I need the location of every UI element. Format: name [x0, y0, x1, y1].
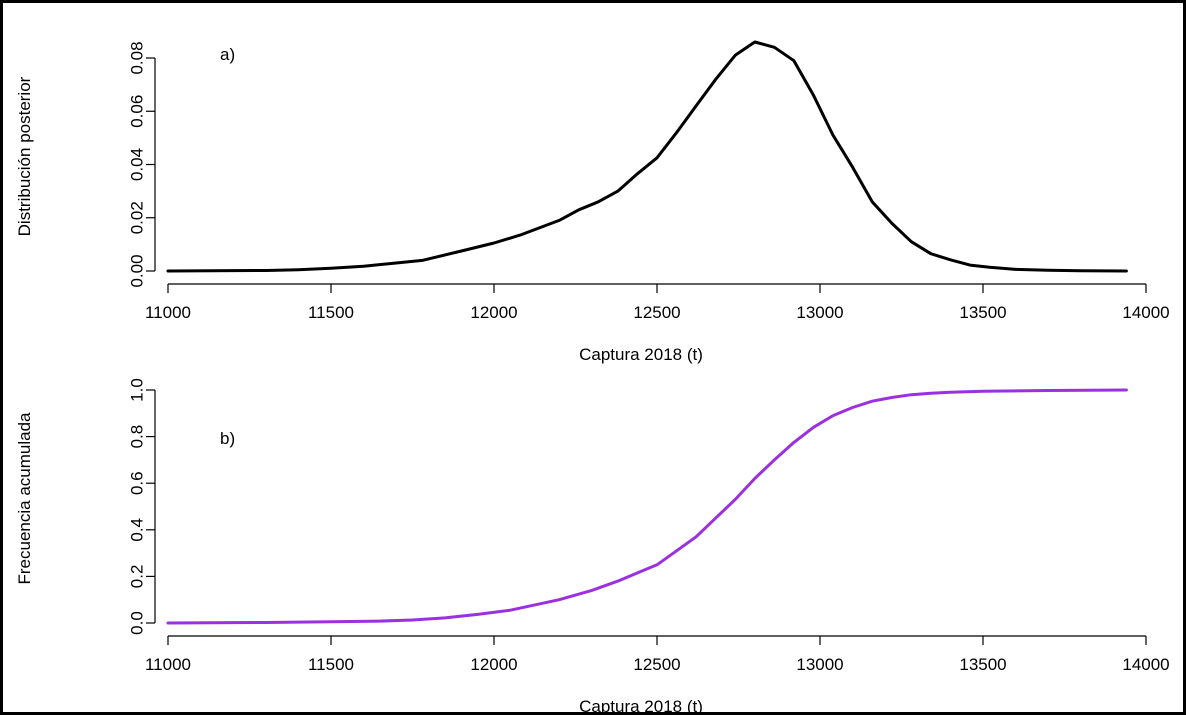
panel-tag: a) [220, 45, 235, 64]
x-tick-label: 12000 [470, 655, 517, 674]
y-tick-label: 0.00 [128, 254, 147, 287]
y-tick-label: 0.02 [128, 201, 147, 234]
x-tick-label: 12500 [633, 655, 680, 674]
x-tick-label: 14000 [1122, 303, 1169, 322]
y-tick-label: 0.04 [128, 148, 147, 181]
y-tick-label: 0.08 [128, 41, 147, 74]
y-tick-label: 0.4 [128, 518, 147, 542]
y-tick-label: 0.8 [128, 425, 147, 449]
x-tick-label: 13000 [796, 655, 843, 674]
x-tick-label: 13500 [959, 303, 1006, 322]
panel-tag: b) [220, 429, 235, 448]
x-tick-label: 13000 [796, 303, 843, 322]
y-tick-label: 1.0 [128, 378, 147, 402]
x-tick-label: 14000 [1122, 655, 1169, 674]
x-tick-label: 11000 [145, 303, 191, 322]
y-axis-title: Frecuencia acumulada [15, 412, 34, 585]
y-tick-label: 0.0 [128, 611, 147, 635]
y-tick-label: 0.06 [128, 95, 147, 128]
x-axis-title: Captura 2018 (t) [579, 697, 703, 715]
x-tick-label: 12000 [470, 303, 517, 322]
x-axis-title: Captura 2018 (t) [579, 345, 703, 364]
y-tick-label: 0.2 [128, 565, 147, 589]
x-tick-label: 12500 [633, 303, 680, 322]
x-tick-label: 11500 [308, 303, 354, 322]
y-axis-title: Distribución posterior [15, 76, 34, 236]
x-tick-label: 13500 [959, 655, 1006, 674]
x-tick-label: 11000 [145, 655, 191, 674]
y-tick-label: 0.6 [128, 471, 147, 495]
x-tick-label: 11500 [308, 655, 354, 674]
